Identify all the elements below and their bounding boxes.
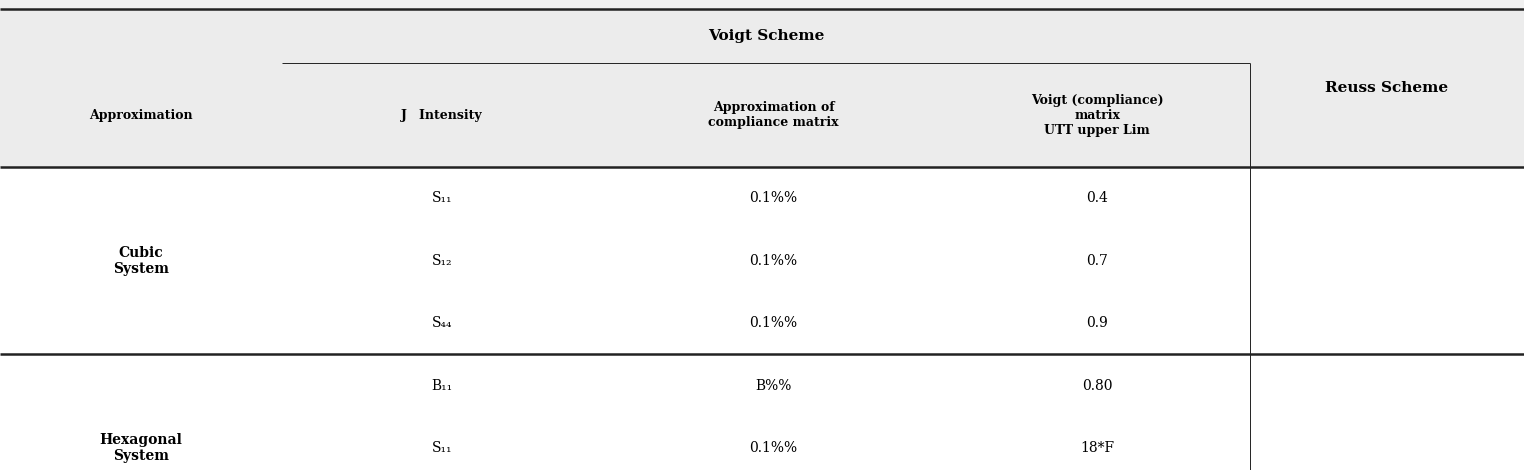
Text: S₁₂: S₁₂ <box>431 254 453 267</box>
Text: S₁₁: S₁₁ <box>431 441 453 455</box>
Text: 0.7: 0.7 <box>1087 254 1108 267</box>
Text: 0.1%%: 0.1%% <box>750 254 797 267</box>
Text: 0.1%%: 0.1%% <box>750 316 797 330</box>
Text: S₄₄: S₄₄ <box>431 316 453 330</box>
Text: Voigt (compliance)
matrix
UTT upper Lim: Voigt (compliance) matrix UTT upper Lim <box>1030 94 1164 137</box>
Text: S₁₁: S₁₁ <box>431 191 453 205</box>
Text: 0.1%%: 0.1%% <box>750 191 797 205</box>
Text: Reuss Scheme: Reuss Scheme <box>1326 81 1448 95</box>
Text: Cubic
System: Cubic System <box>113 245 169 276</box>
Text: 0.9: 0.9 <box>1087 316 1108 330</box>
Text: B₁₁: B₁₁ <box>431 379 453 392</box>
Text: B%%: B%% <box>756 379 791 392</box>
Text: J   Intensity: J Intensity <box>401 109 483 122</box>
Text: 0.4: 0.4 <box>1087 191 1108 205</box>
Text: 0.80: 0.80 <box>1082 379 1113 392</box>
Text: 18*F: 18*F <box>1081 441 1114 455</box>
Bar <box>0 167 1524 470</box>
Text: Voigt Scheme: Voigt Scheme <box>707 30 824 43</box>
Text: Hexagonal
System: Hexagonal System <box>99 433 183 463</box>
Text: Approximation of
compliance matrix: Approximation of compliance matrix <box>709 101 838 129</box>
Bar <box>0 9 1524 167</box>
Text: 0.1%%: 0.1%% <box>750 441 797 455</box>
Text: Approximation: Approximation <box>90 109 192 122</box>
